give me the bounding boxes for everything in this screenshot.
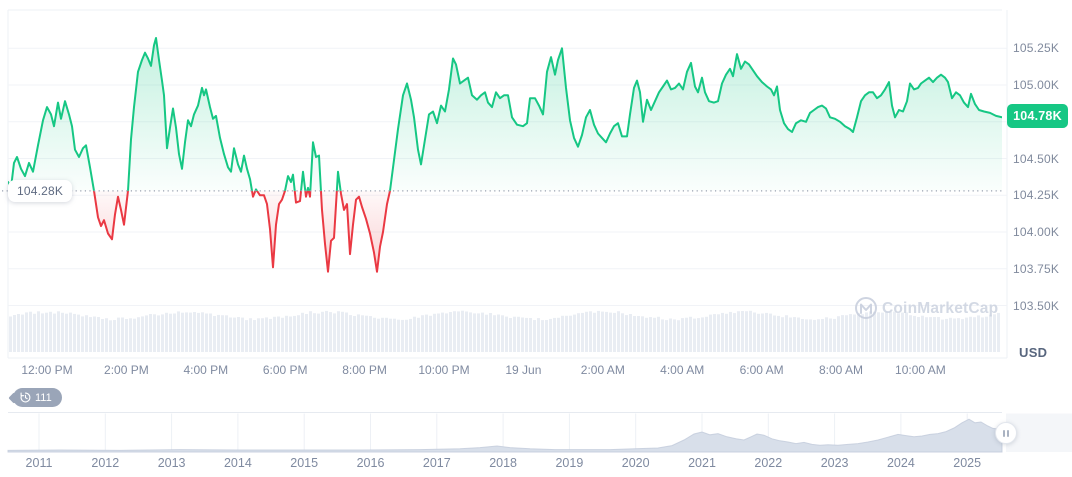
volume-bars <box>9 310 1000 352</box>
currency-label: USD <box>1019 345 1048 360</box>
x-axis-tick: 2:00 AM <box>580 363 625 377</box>
svg-text:CoinMarketCap: CoinMarketCap <box>882 300 998 317</box>
navigator-year-label: 2014 <box>223 456 252 470</box>
history-count: 111 <box>35 391 52 404</box>
x-axis-tick: 19 Jun <box>505 363 542 377</box>
navigator-year-label: 2023 <box>820 456 849 470</box>
navigator-year-label: 2018 <box>489 456 517 470</box>
x-axis-tick: 2:00 PM <box>104 363 149 377</box>
y-axis-tick: 104.50K <box>1013 151 1060 166</box>
x-axis-tick: 8:00 AM <box>818 363 864 377</box>
current-price-badge: 104.78K <box>1007 104 1068 128</box>
price-series <box>8 37 1002 273</box>
x-axis-tick: 8:00 PM <box>342 363 387 377</box>
y-axis-tick: 105.00K <box>1013 78 1060 92</box>
navigator-year-label: 2016 <box>356 456 385 470</box>
navigator-year-label: 2020 <box>621 456 650 470</box>
y-axis-tick: 105.25K <box>1013 41 1060 56</box>
plot-border <box>7 9 1008 359</box>
navigator-year-label: 2024 <box>886 456 915 470</box>
navigator-year-label: 2015 <box>290 456 319 470</box>
navigator-year-label: 2025 <box>953 456 982 470</box>
range-handle-right[interactable] <box>995 422 1017 444</box>
navigator-year-label: 2021 <box>688 456 716 470</box>
x-axis-tick: 4:00 PM <box>183 363 229 377</box>
x-axis-tick: 10:00 AM <box>895 363 946 377</box>
y-axis-tick: 104.25K <box>1013 188 1060 203</box>
history-clock-icon <box>20 392 31 403</box>
y-axis-tick: 103.50K <box>1013 298 1060 313</box>
navigator-year-label: 2022 <box>754 456 783 470</box>
range-navigator[interactable] <box>7 412 1072 453</box>
baseline-price-label: 104.28K <box>8 180 73 202</box>
x-axis-tick: 6:00 PM <box>262 363 308 377</box>
navigator-year-label: 2013 <box>157 456 186 470</box>
x-axis-tick: 12:00 PM <box>21 363 73 377</box>
navigator-year-label: 2019 <box>555 456 584 470</box>
x-axis-tick: 10:00 PM <box>418 363 470 377</box>
navigator-silhouette <box>7 418 1003 453</box>
navigator-year-label: 2017 <box>422 456 451 470</box>
x-axis-tick: 4:00 AM <box>660 363 705 377</box>
history-badge[interactable]: 111 <box>13 388 62 407</box>
x-axis-tick: 6:00 AM <box>739 363 784 377</box>
y-axis-tick: 104.00K <box>1013 225 1060 239</box>
coinmarketcap-watermark: CoinMarketCap <box>855 297 998 319</box>
navigator-year-label: 2011 <box>25 456 53 470</box>
navigator-year-label: 2012 <box>91 456 120 470</box>
y-axis-tick: 103.75K <box>1013 261 1060 276</box>
